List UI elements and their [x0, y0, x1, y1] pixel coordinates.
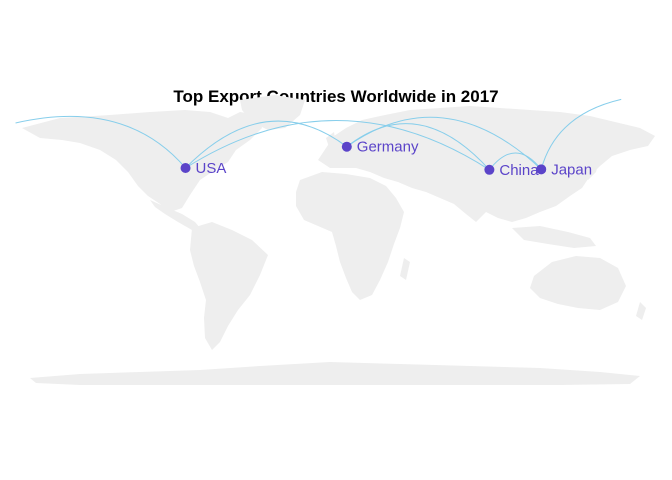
route-germany-japan: [346, 116, 542, 170]
route-usa-china: [185, 120, 490, 171]
marker-china: [484, 164, 495, 175]
label-china: China: [499, 162, 539, 179]
route-china-japan: [488, 152, 542, 171]
label-usa: USA: [196, 160, 227, 177]
land-north-america: [22, 110, 262, 212]
land-british-isles: [326, 132, 336, 150]
chart-title: Top Export Countries Worldwide in 2017: [173, 87, 498, 106]
land-new-zealand: [636, 302, 646, 320]
land-eurasia: [318, 106, 655, 222]
land-south-america: [190, 222, 268, 350]
land-antarctica: [30, 362, 640, 385]
export-routes: [15, 98, 622, 171]
route-usa-japan-west: [15, 115, 186, 169]
route-usa-japan-east: [540, 98, 622, 170]
land-africa: [296, 172, 404, 300]
route-usa-germany: [185, 120, 348, 169]
land-australia: [530, 256, 626, 310]
label-japan: Japan: [551, 161, 592, 178]
land-madagascar: [400, 258, 410, 280]
marker-germany: [341, 141, 352, 152]
land-central-america: [150, 200, 200, 230]
country-markers: USA Germany China Japan: [180, 139, 592, 179]
land-japan: [584, 150, 600, 180]
marker-japan: [536, 164, 547, 175]
land-indonesia: [512, 226, 596, 248]
marker-usa: [180, 162, 191, 173]
land-masses: [22, 95, 655, 385]
label-germany: Germany: [357, 139, 419, 156]
